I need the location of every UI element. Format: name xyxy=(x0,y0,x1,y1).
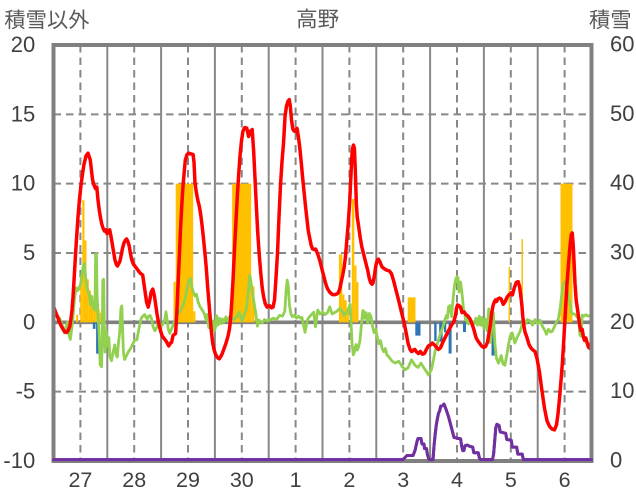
svg-text:1: 1 xyxy=(290,468,302,492)
svg-text:10: 10 xyxy=(11,171,35,196)
svg-text:0: 0 xyxy=(23,309,35,334)
svg-text:5: 5 xyxy=(505,468,517,492)
svg-text:20: 20 xyxy=(11,32,35,57)
svg-text:40: 40 xyxy=(610,170,634,195)
svg-text:30: 30 xyxy=(610,240,634,265)
svg-text:3: 3 xyxy=(397,468,409,492)
svg-text:-10: -10 xyxy=(3,448,35,473)
svg-text:29: 29 xyxy=(176,468,200,492)
svg-text:6: 6 xyxy=(559,468,571,492)
svg-text:27: 27 xyxy=(68,468,92,492)
svg-text:-5: -5 xyxy=(16,379,36,404)
svg-text:50: 50 xyxy=(610,101,634,126)
svg-text:10: 10 xyxy=(610,378,634,403)
svg-text:0: 0 xyxy=(610,448,622,473)
svg-text:60: 60 xyxy=(610,32,634,57)
svg-text:28: 28 xyxy=(122,468,146,492)
svg-text:5: 5 xyxy=(23,240,35,265)
svg-text:4: 4 xyxy=(451,468,463,492)
svg-text:2: 2 xyxy=(343,468,355,492)
svg-text:15: 15 xyxy=(11,101,35,126)
svg-text:30: 30 xyxy=(230,468,254,492)
svg-text:20: 20 xyxy=(610,309,634,334)
